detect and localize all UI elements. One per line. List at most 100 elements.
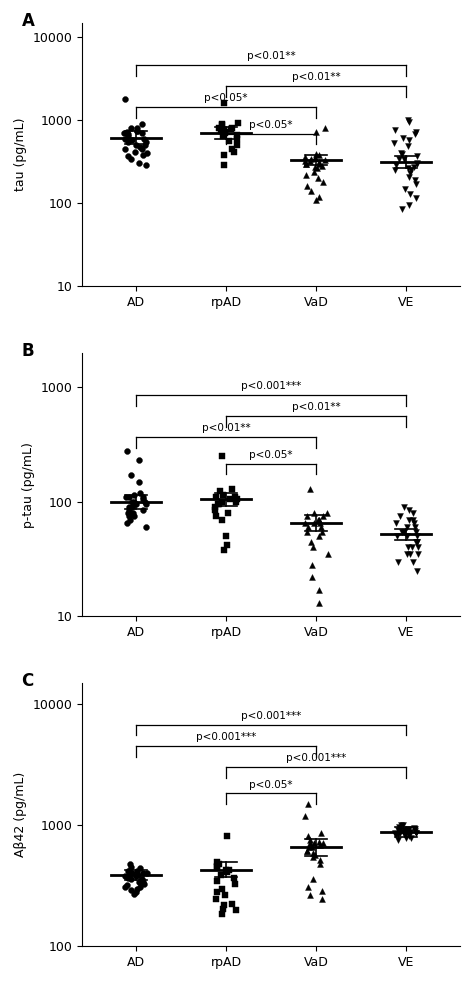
Point [308,534,315,549]
Point [412,127,419,143]
Point [391,826,399,841]
Point [232,902,240,918]
Point [218,448,226,464]
Point [397,508,404,524]
Point [137,860,144,876]
Point [233,137,240,152]
Point [124,870,132,886]
Point [125,863,132,879]
Point [221,125,229,141]
Point [413,156,420,172]
Point [223,828,230,843]
Point [413,534,421,549]
Point [405,821,412,837]
Text: p<0.01**: p<0.01** [247,51,295,61]
Point [130,494,137,510]
Point [219,881,226,896]
Point [212,508,220,524]
Point [142,496,149,512]
Point [316,147,323,163]
Y-axis label: p-tau (pg/mL): p-tau (pg/mL) [22,441,35,528]
Point [133,123,141,139]
Y-axis label: tau (pg/mL): tau (pg/mL) [14,118,27,192]
Point [219,487,227,502]
Point [306,888,314,903]
Point [400,130,407,145]
Point [303,179,311,195]
Point [221,125,229,141]
Point [414,547,421,562]
Point [303,843,311,859]
Point [127,512,134,528]
Point [225,505,232,521]
Text: p<0.01**: p<0.01** [292,72,340,83]
Point [308,151,315,167]
Point [122,490,130,505]
Point [128,871,135,887]
Point [400,824,407,839]
Point [403,519,410,535]
Point [312,146,320,162]
Point [126,502,133,518]
Point [220,542,228,557]
Point [142,519,150,535]
Point [142,134,150,149]
Point [135,452,142,468]
Point [137,873,145,889]
Point [318,826,325,841]
Point [220,147,228,163]
Point [141,876,148,892]
Point [233,128,241,144]
Point [314,171,321,187]
Point [228,481,236,496]
Point [134,120,141,136]
Point [316,856,324,872]
Text: A: A [21,12,35,30]
Point [391,122,398,138]
Point [128,866,136,882]
Text: B: B [21,342,34,360]
Point [413,176,420,192]
Point [138,126,146,142]
Point [310,540,317,555]
Point [124,442,131,458]
Point [223,864,231,880]
Point [140,131,148,146]
Point [306,153,313,169]
Point [410,159,418,175]
Point [228,896,236,911]
Point [225,134,233,149]
Point [324,547,331,562]
Point [312,125,319,141]
Point [142,138,149,153]
Point [319,508,327,524]
Point [394,553,402,569]
Point [135,474,143,490]
Point [223,537,231,552]
Point [127,859,135,875]
Point [127,883,134,898]
Point [398,202,406,217]
Point [406,169,413,185]
Point [221,888,229,903]
Point [407,830,415,845]
Point [396,826,404,841]
Point [301,153,309,169]
Point [304,796,312,812]
Point [405,198,413,213]
Point [401,524,408,540]
Point [412,124,419,140]
Point [212,892,220,907]
Point [396,823,404,838]
Text: p<0.001***: p<0.001*** [241,381,301,391]
Point [413,148,420,164]
Point [392,162,399,178]
Point [315,154,322,170]
Point [212,490,220,505]
Point [392,157,400,173]
Point [220,157,228,173]
Point [121,868,129,884]
Point [310,849,317,865]
Point [310,505,317,521]
Point [130,487,138,502]
